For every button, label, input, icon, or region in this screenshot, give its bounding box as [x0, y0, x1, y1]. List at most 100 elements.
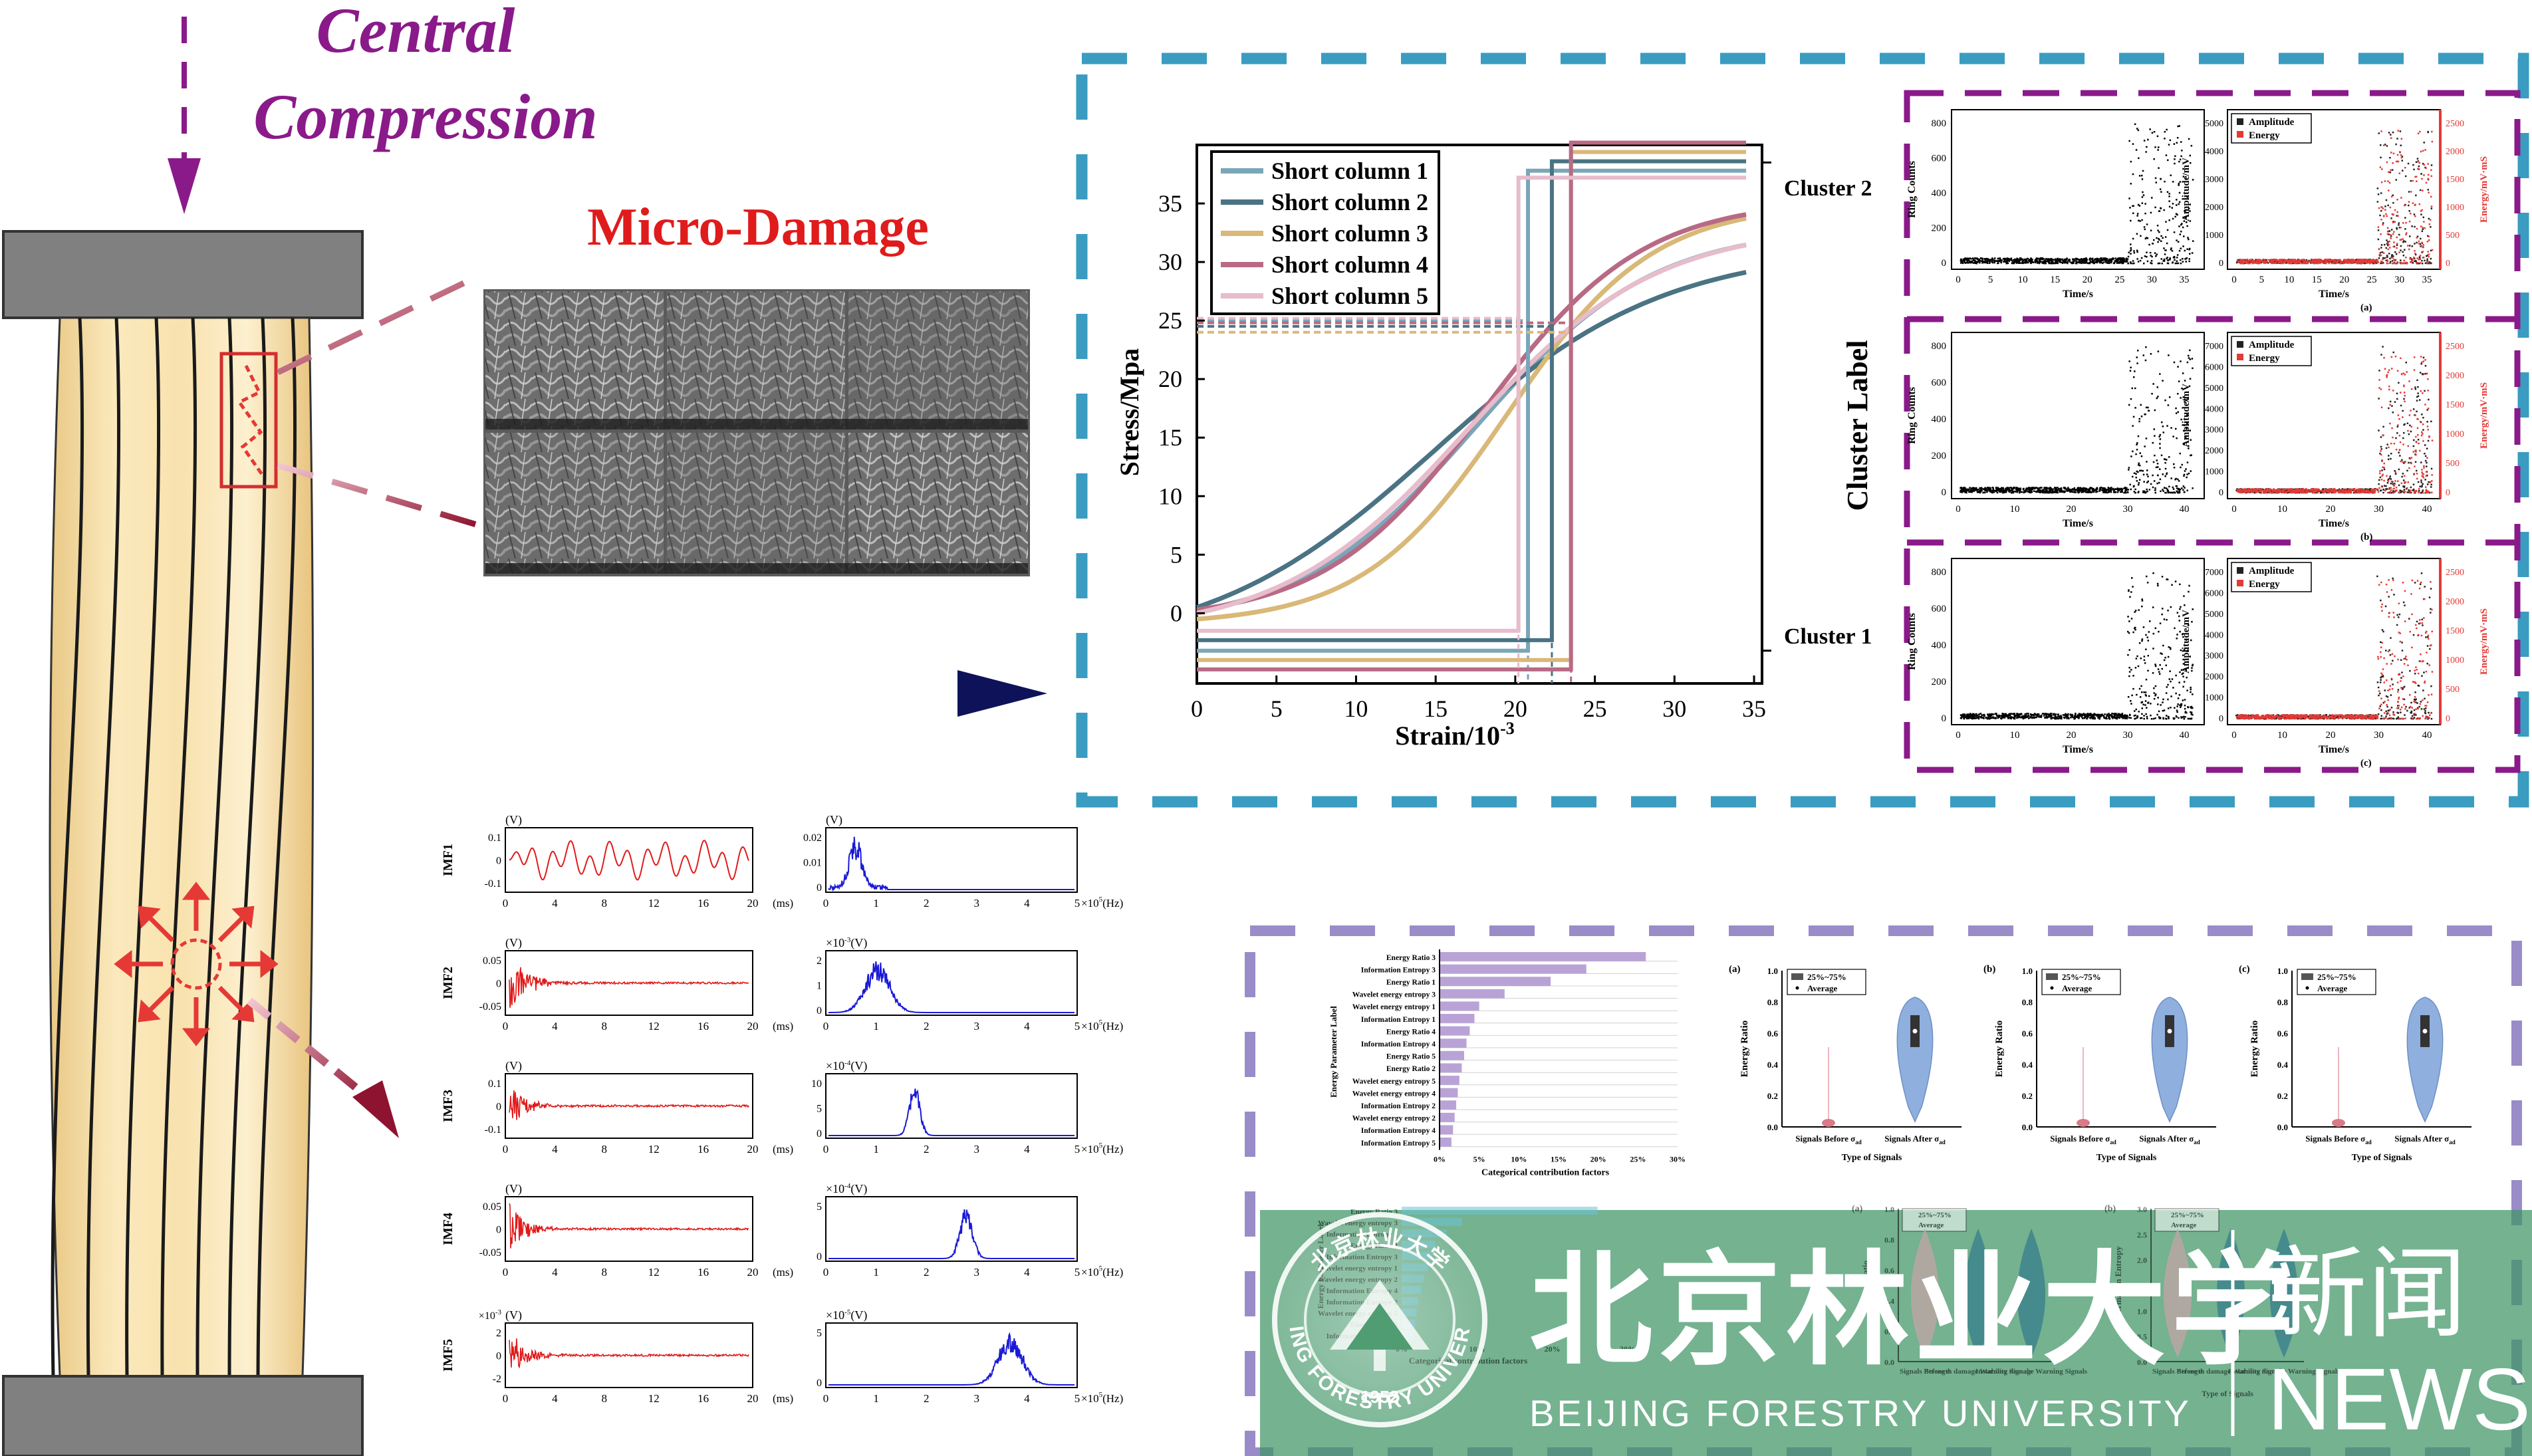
ae-xtick: 10 [2010, 730, 2020, 741]
imf-freq-ytick: 0 [817, 1128, 822, 1140]
contribution-label: Energy Ratio 1 [1386, 979, 1436, 987]
imf-xtick: 0 [503, 1020, 509, 1032]
ae-amp-tick: 0 [2219, 488, 2223, 498]
contribution-xtick: 10% [1511, 1155, 1527, 1164]
contribution-label: Information Entropy 4 [1361, 1040, 1436, 1048]
ae-energy-tick: 2500 [2446, 342, 2464, 352]
imf-freq-unit-v: ×10-4(V) [826, 1059, 867, 1073]
imf-spectrum [828, 836, 1075, 892]
violin-caption: (c) [2239, 964, 2250, 975]
contribution-bar [1440, 1138, 1452, 1147]
ae-ytick: 600 [1932, 378, 1947, 388]
burst-arrow [217, 985, 245, 1013]
ae-xlabel: Time/s [2319, 744, 2349, 755]
ss-stress-curve [1196, 215, 1747, 622]
imf-freq-xtick: 4 [1024, 1020, 1030, 1032]
overlay-violin [1910, 1229, 1940, 1358]
imf-ytick: 0 [496, 1225, 501, 1236]
imf-freq-ytick: 0 [817, 1005, 822, 1017]
burst-arrow-head [182, 882, 211, 900]
imf-freq-xtick: 3 [974, 1266, 980, 1278]
imf-unit-hz: ×105(Hz) [1081, 1391, 1123, 1405]
contribution-xtick: 20% [1590, 1155, 1606, 1164]
ss-cluster-step [1197, 159, 1747, 642]
ae-xtick: 40 [2422, 730, 2432, 741]
ae-amplitude-energy-panel: Amplitude/mV Energy/mV·mSTime/s0100020003… [2181, 558, 2489, 769]
imf-freq-unit-v: ×10-3(V) [826, 936, 867, 950]
violin-ytick: 0.8 [2277, 997, 2289, 1007]
ae-energy-ylabel: Energy/mV·mS [2479, 608, 2489, 675]
watermark-cn-news: 新闻 [2267, 1237, 2467, 1352]
contribution-bar [1440, 1026, 1470, 1036]
contribution-bar [1440, 1088, 1458, 1098]
imf-time-signal [509, 1203, 749, 1249]
ae-xtick: 0 [2231, 275, 2237, 285]
burst-arrow [217, 915, 245, 943]
imf-xtick: 20 [747, 1266, 759, 1278]
contribution-label: Information Entropy 3 [1361, 966, 1436, 974]
ae-ring-count-panel: Ring Counts Time/s 0 200 400 600 800 0 5 10 15 20 25… [1906, 109, 2205, 300]
imf-spectrum [828, 1088, 1075, 1136]
ae-amp-tick: 7000 [2205, 568, 2223, 578]
ae-xtick: 10 [2277, 730, 2287, 741]
imf-xtick: 4 [552, 1143, 558, 1155]
flow-arrow [509, 670, 1047, 717]
imf-unit-ms: (ms) [773, 1392, 793, 1405]
imf-freq-ytick: 2 [817, 955, 822, 967]
imf-ytick: -0.1 [485, 1124, 501, 1136]
ae-amp-tick: 6000 [2205, 588, 2223, 598]
grain-line [195, 317, 234, 1377]
ae-energy-tick: 1500 [2446, 626, 2464, 636]
contribution-bar [1440, 1112, 1455, 1122]
grain-lines [51, 317, 297, 1377]
ss-ytick: 0 [1170, 600, 1182, 626]
imf-freq-xtick: 2 [924, 1020, 930, 1032]
contribution-chart: Energy Ratio 3 Information Entropy 3 Energ… [1329, 949, 1686, 1178]
ae-amplitude-energy-panel: Amplitude/mV Energy/mV·mSTime/s0100020003… [2181, 109, 2489, 313]
imf-freq-xtick: 4 [1024, 1392, 1030, 1405]
contribution-bar [1440, 989, 1505, 999]
violin-legend-avg: Average [2317, 983, 2347, 993]
ae-ytick: 0 [1942, 487, 1947, 498]
ae-xtick: 0 [1956, 504, 1961, 515]
ae-xtick: 10 [2018, 275, 2028, 285]
imf-freq-xtick: 2 [924, 1143, 930, 1155]
overlay-ytick: 1.5 [2137, 1281, 2147, 1290]
overlay-violin [2163, 1229, 2192, 1358]
ss-legend-entry: Short column 2 [1271, 189, 1428, 215]
contribution-label: Wavelet energy entropy 1 [1352, 1003, 1436, 1011]
contribution-label: Wavelet energy entropy 2 [1352, 1115, 1436, 1123]
contribution-bar [1440, 1014, 1475, 1023]
grain-line [51, 317, 84, 1377]
grain-line [160, 317, 197, 1377]
contribution-xtick: 30% [1670, 1155, 1686, 1164]
ae-xtick: 10 [2284, 275, 2294, 285]
imf-row: IMF3(V)0.10-0.10 4 8 12 16 20 (ms)×10-4(V)1050… [441, 1059, 1123, 1155]
imf-freq-xtick: 2 [924, 1266, 930, 1278]
bottom-cap [2, 1375, 364, 1456]
imf-freq-xtick: 1 [873, 1020, 879, 1032]
violin-ytick: 0.8 [2022, 997, 2033, 1007]
ss-cluster-step [1197, 140, 1747, 671]
imf-xtick: 20 [747, 1143, 759, 1155]
imf-spectrum [828, 1332, 1075, 1386]
ae-legend-energy: Energy [2249, 130, 2280, 141]
imf-ytick: 2 [496, 1328, 501, 1339]
ss-xtick: 10 [1344, 695, 1368, 722]
micro-damage-block: Micro-Damage [483, 198, 1047, 717]
imf-xtick: 8 [602, 1392, 608, 1405]
contribution-label: Energy Ratio 4 [1386, 1028, 1436, 1036]
grain-line [256, 317, 297, 1377]
ae-energy-tick: 1000 [2446, 429, 2464, 439]
ae-ytick: 800 [1932, 341, 1947, 352]
ae-energy-tick: 2500 [2446, 119, 2464, 129]
imf-freq-xtick: 5 [1075, 1266, 1080, 1278]
imf-freq-unit-v: ×10-5(V) [826, 1308, 867, 1322]
imf-freq-xtick: 0 [823, 897, 829, 910]
imf-freq-ytick: 5 [817, 1201, 822, 1213]
violin-panels: (a) 0.0 0.2 0.4 0.6 0.8 1.0 Energy Ratio 25%~75%… [1729, 964, 2471, 1163]
imf-xtick: 16 [697, 1143, 709, 1155]
violin-ytick: 0.2 [2022, 1091, 2033, 1101]
ss-xtick: 20 [1503, 695, 1527, 722]
